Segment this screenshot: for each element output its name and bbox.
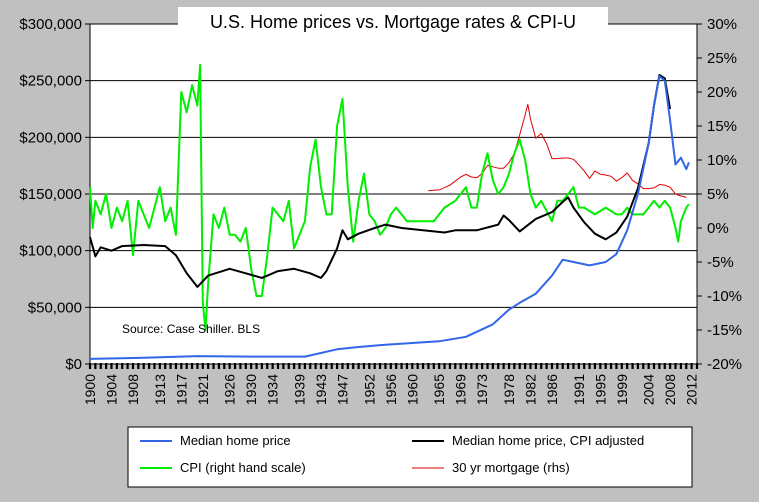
x-tick-label: 1991 [571,374,587,405]
x-tick-label: 2012 [684,374,700,405]
x-tick-label: 1965 [431,374,447,405]
y2-tick-label: 15% [707,118,737,135]
y-tick-label: $250,000 [19,73,82,90]
source-note: Source: Case Shiller. BLS [122,322,260,336]
x-tick-label: 1913 [152,374,168,405]
x-tick-label: 1934 [265,374,281,405]
chart-title: U.S. Home prices vs. Mortgage rates & CP… [210,12,576,32]
x-tick-label: 1921 [195,374,211,405]
legend-label: Median home price [180,433,291,448]
y2-tick-label: 25% [707,50,737,67]
series-line [428,103,687,198]
y2-tick-label: 10% [707,152,737,169]
x-tick-label: 1947 [334,374,350,405]
y2-tick-label: 5% [707,186,729,203]
y2-tick-label: 30% [707,16,737,33]
y2-tick-label: 0% [707,220,729,237]
y2-tick-label: -20% [707,356,742,373]
title-box [178,7,608,37]
legend-label: CPI (right hand scale) [180,460,306,475]
legend-box [127,426,693,488]
x-tick-label: 1999 [614,374,630,405]
x-tick-label: 1982 [522,374,538,405]
x-tick-label: 2004 [641,374,657,405]
x-tick-label: 1960 [404,374,420,405]
legend-label: Median home price, CPI adjusted [452,433,644,448]
y-tick-label: $100,000 [19,243,82,260]
y2-tick-label: -10% [707,288,742,305]
series-line [89,75,690,360]
y2-tick-label: -15% [707,322,742,339]
y-tick-label: $0 [65,356,82,373]
y2-tick-label: 20% [707,84,737,101]
x-tick-label: 1930 [243,374,259,405]
x-tick-label: 1978 [501,374,517,405]
x-tick-label: 1904 [103,374,119,405]
x-tick-label: 2008 [662,374,678,405]
x-tick-label: 1926 [222,374,238,405]
y-tick-label: $200,000 [19,129,82,146]
x-tick-label: 1952 [361,374,377,405]
x-tick-label: 1908 [125,374,141,405]
y-tick-label: $300,000 [19,16,82,33]
x-tick-label: 1939 [291,374,307,405]
x-tick-label: 1973 [474,374,490,405]
legend-label: 30 yr mortgage (rhs) [452,460,570,475]
y-tick-label: $150,000 [19,186,82,203]
x-tick-label: 1917 [173,374,189,405]
x-tick-label: 1986 [544,374,560,405]
x-tick-label: 1943 [313,374,329,405]
x-tick-label: 1995 [592,374,608,405]
series-line [89,63,690,331]
y2-tick-label: -5% [707,254,734,271]
series-line [89,74,672,288]
x-tick-label: 1956 [383,374,399,405]
x-tick-label: 1969 [453,374,469,405]
y-tick-label: $50,000 [28,299,82,316]
x-tick-label: 1900 [82,374,98,405]
